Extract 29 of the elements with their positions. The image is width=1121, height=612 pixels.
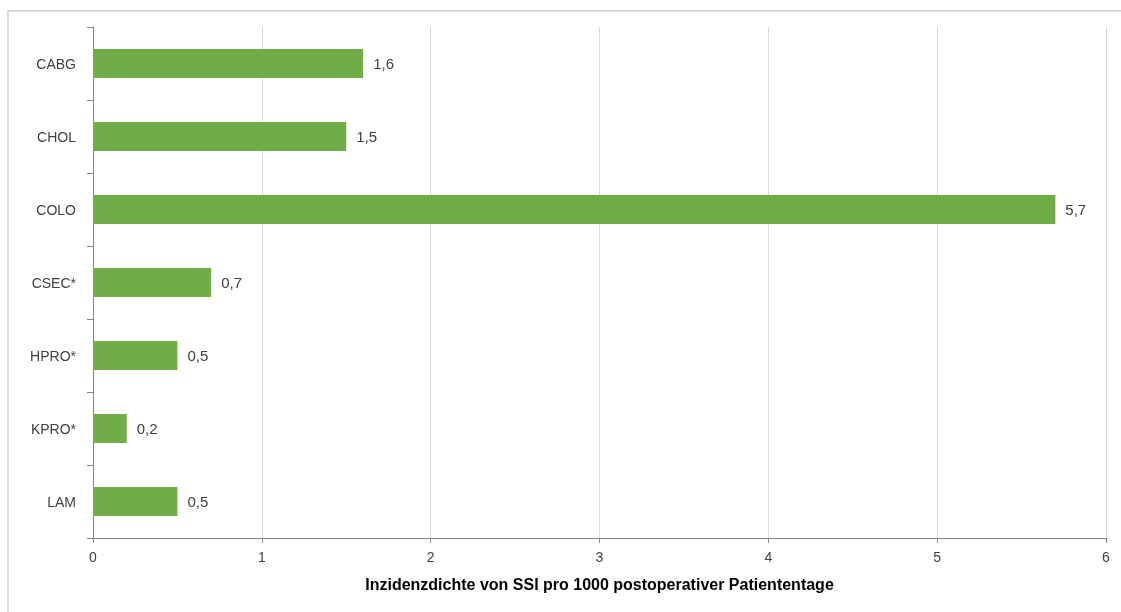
x-tick-label: 4: [764, 549, 773, 565]
y-tick-label: COLO: [36, 201, 77, 218]
data-label: 0,5: [187, 493, 209, 510]
data-label: 0,7: [221, 274, 243, 291]
x-tick-label: 3: [595, 549, 604, 565]
x-tick-label: 0: [89, 549, 98, 565]
x-tick-label: 1: [257, 549, 266, 565]
data-label: 1,6: [373, 55, 394, 72]
bar: [93, 121, 347, 152]
data-label: 0,2: [136, 420, 158, 437]
data-label: 5,7: [1065, 201, 1087, 218]
x-tick-label: 5: [933, 549, 942, 565]
bar: [93, 267, 212, 298]
y-tick-label: LAM: [47, 493, 76, 510]
x-axis-title: Inzidenzdichte von SSI pro 1000 postoperativer Patiententage: [365, 575, 834, 593]
y-tick-label: CSEC*: [31, 274, 77, 291]
data-label: 0,5: [187, 347, 209, 364]
y-tick-label: CABG: [36, 55, 76, 72]
bar: [93, 340, 178, 371]
bar: [93, 413, 127, 444]
data-label: 1,5: [356, 128, 378, 145]
y-tick-label: CHOL: [37, 128, 77, 145]
y-tick-label: HPRO*: [30, 347, 77, 364]
y-tick-label: KPRO*: [30, 420, 77, 437]
x-tick-label: 6: [1102, 549, 1111, 565]
x-tick-label: 2: [426, 549, 435, 565]
bar: [93, 48, 364, 79]
bar: [93, 194, 1056, 225]
bar: [93, 486, 178, 517]
